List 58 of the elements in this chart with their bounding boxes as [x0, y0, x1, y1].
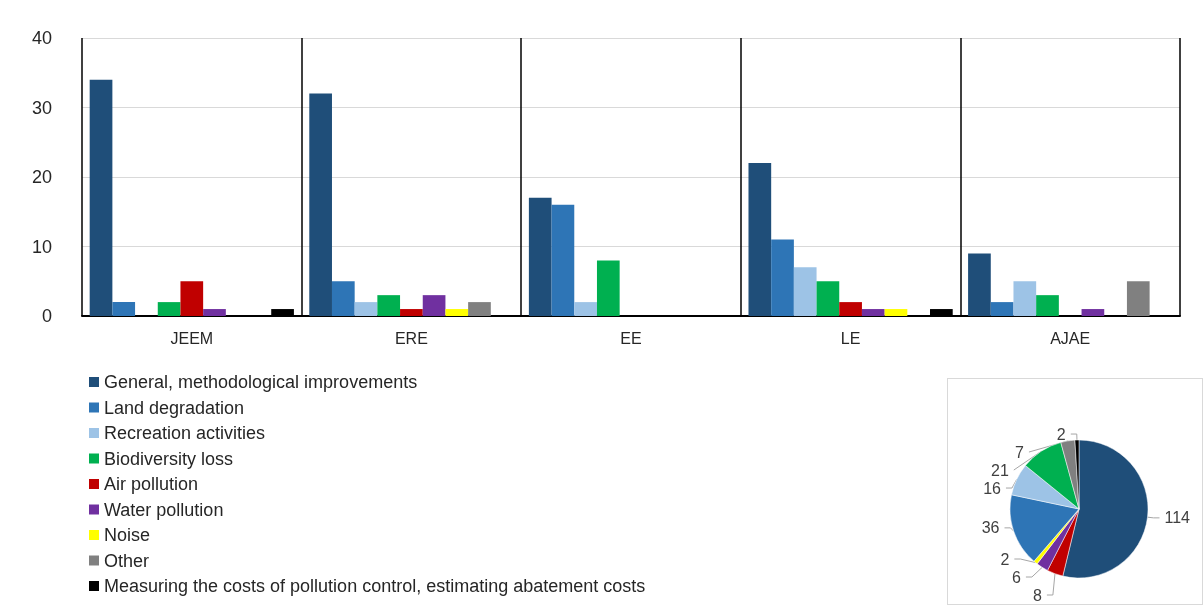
bar [422, 295, 446, 316]
legend-label: Air pollution [104, 474, 199, 494]
y-tick-label: 40 [31, 28, 52, 48]
bar [748, 163, 772, 316]
bar [816, 281, 840, 316]
bar [884, 309, 908, 316]
data-label: 21 [991, 461, 1009, 479]
bar [157, 302, 181, 316]
legend-label: Biodiversity loss [104, 448, 234, 469]
bar [354, 302, 378, 316]
bar [574, 302, 597, 316]
x-tick-label: LE [840, 329, 861, 347]
data-label: 2 [1056, 425, 1066, 443]
data-label: 36 [981, 519, 1000, 537]
bar [990, 302, 1014, 316]
bar [528, 197, 552, 316]
y-tick-label: 0 [41, 306, 52, 326]
legend-label: Noise [104, 525, 151, 545]
bar [331, 281, 355, 316]
bar [445, 309, 469, 316]
data-label: 2 [1000, 550, 1010, 568]
y-tick-label: 30 [31, 97, 52, 118]
bar [377, 295, 401, 316]
legend-label: Other [104, 550, 150, 571]
bar [180, 281, 204, 316]
bar [89, 79, 113, 316]
y-tick-label: 20 [31, 167, 52, 187]
x-tick-label: ERE [394, 329, 428, 347]
bar [203, 309, 226, 316]
bar [400, 309, 423, 316]
bar [968, 253, 991, 316]
bar [1013, 281, 1037, 316]
x-tick-label: EE [620, 329, 642, 347]
bar [1036, 295, 1059, 316]
bar [839, 302, 862, 316]
legend-label: General, methodological improvements [104, 372, 418, 392]
bar [1126, 281, 1150, 316]
bar [112, 302, 136, 316]
legend-label: Recreation activities [104, 423, 266, 443]
legend-label: Water pollution [104, 499, 224, 520]
bar [309, 93, 332, 316]
bar [793, 267, 817, 316]
data-label: 8 [1032, 586, 1042, 604]
bar [771, 239, 794, 316]
bar [1081, 309, 1105, 316]
data-label: 16 [983, 479, 1002, 497]
data-label: 6 [1012, 568, 1021, 586]
data-label: 114 [1164, 509, 1191, 527]
legend-label: Measuring the costs of pollution control, estimating abatement costs [104, 576, 646, 596]
bar [551, 204, 575, 316]
legend-label: Land degradation [104, 397, 245, 418]
data-label: 7 [1015, 443, 1025, 461]
bar [468, 302, 491, 316]
x-tick-label: AJAE [1050, 329, 1091, 347]
x-tick-label: JEEM [170, 329, 214, 347]
bar [596, 260, 620, 316]
y-tick-label: 10 [31, 236, 52, 257]
bar [861, 309, 885, 316]
